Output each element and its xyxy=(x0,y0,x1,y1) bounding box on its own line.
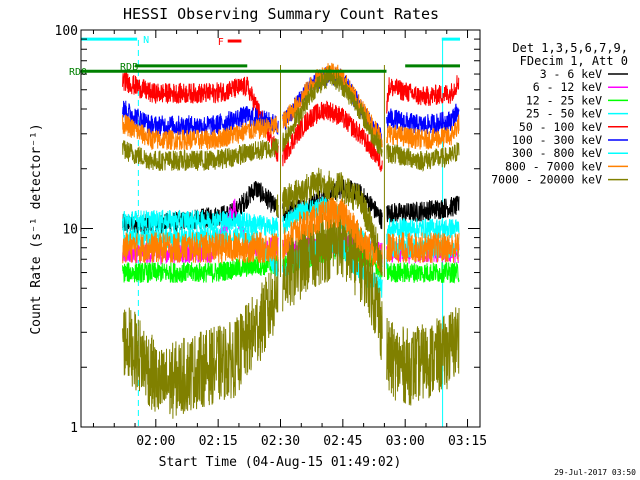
series-line xyxy=(275,167,383,276)
series-group xyxy=(122,62,460,419)
x-tick-label: 02:00 xyxy=(136,434,175,449)
x-tick-label: 02:15 xyxy=(199,434,238,449)
flag-label: N xyxy=(143,35,149,46)
timestamp: 29-Jul-2017 03:50 xyxy=(554,468,636,477)
flags-group: N RD0 RDB F xyxy=(69,35,460,78)
y-tick-label: 10 xyxy=(62,223,78,238)
legend: Det 1,3,5,6,7,9, FDecim 1, Att 0 3 - 6 k… xyxy=(491,41,628,187)
legend-label: 50 - 100 keV xyxy=(519,120,602,134)
legend-label: 25 - 50 keV xyxy=(526,107,602,121)
x-tick-label: 03:15 xyxy=(448,434,487,449)
flag-label: RD0 xyxy=(69,67,87,78)
x-tick-label: 02:30 xyxy=(261,434,300,449)
chart-title: HESSI Observing Summary Count Rates xyxy=(123,5,439,23)
y-axis: 1 10 100 xyxy=(55,24,480,436)
legend-label: 300 - 800 keV xyxy=(512,146,602,160)
y-axis-label: Count Rate (s⁻¹ detector⁻¹) xyxy=(29,123,44,334)
legend-header-line-2: FDecim 1, Att 0 xyxy=(520,54,628,68)
y-tick-label: 100 xyxy=(55,24,78,39)
series-line xyxy=(122,65,460,172)
x-tick-label: 03:00 xyxy=(386,434,425,449)
legend-label: 7000 - 20000 keV xyxy=(491,173,602,187)
legend-label: 6 - 12 keV xyxy=(533,80,602,94)
legend-label: 800 - 7000 keV xyxy=(505,159,602,173)
x-tick-label: 02:45 xyxy=(323,434,362,449)
legend-header-line-1: Det 1,3,5,6,7,9, xyxy=(512,41,628,55)
flag-label: RDB xyxy=(120,62,138,73)
legend-label: 3 - 6 keV xyxy=(540,67,602,81)
series-line xyxy=(122,197,460,273)
x-axis-label: Start Time (04-Aug-15 01:49:02) xyxy=(159,455,402,470)
legend-label: 12 - 25 keV xyxy=(526,93,602,107)
legend-label: 100 - 300 keV xyxy=(512,133,602,147)
flag-label: F xyxy=(218,37,224,48)
x-axis: 02:00 02:15 02:30 02:45 03:00 03:15 xyxy=(92,30,487,449)
data-gap-markers xyxy=(280,65,385,277)
y-tick-label: 1 xyxy=(70,421,78,436)
